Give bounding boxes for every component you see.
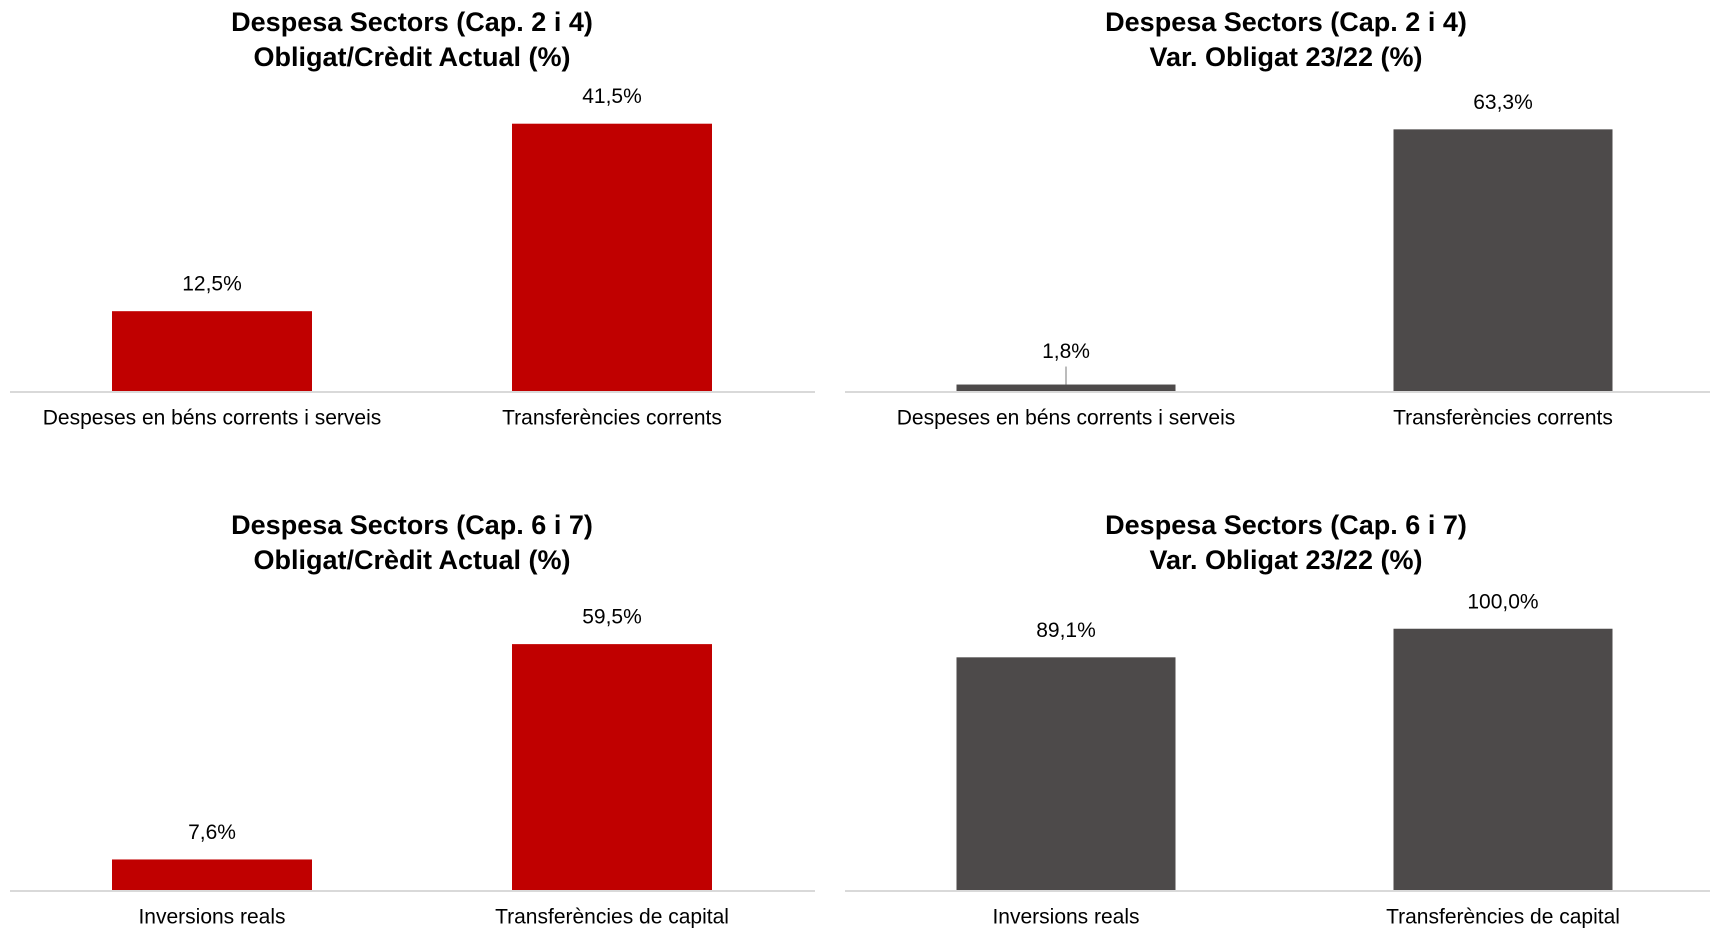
x-tick-label: Transferències corrents [1393, 407, 1613, 430]
bar [1393, 129, 1613, 392]
data-label: 7,6% [188, 821, 236, 844]
bar [512, 123, 712, 392]
x-tick-label: Despeses en béns corrents i serveis [897, 407, 1236, 430]
bar [956, 384, 1176, 392]
bar [1393, 628, 1613, 891]
data-label: 59,5% [582, 606, 642, 629]
x-tick-label: Inversions reals [992, 906, 1139, 929]
x-tick-label: Transferències de capital [1386, 906, 1620, 929]
data-label: 12,5% [182, 273, 242, 296]
data-label: 63,3% [1473, 91, 1533, 114]
chart-title: Despesa Sectors (Cap. 2 i 4) [1105, 7, 1467, 37]
bar [112, 311, 312, 392]
x-tick-label: Transferències corrents [502, 407, 722, 430]
data-label: 100,0% [1467, 590, 1538, 613]
bar [512, 644, 712, 891]
chart-title: Despesa Sectors (Cap. 2 i 4) [231, 7, 593, 37]
data-label: 1,8% [1042, 340, 1090, 363]
x-tick-label: Transferències de capital [495, 906, 729, 929]
chart-title: Var. Obligat 23/22 (%) [1149, 42, 1422, 72]
data-label: 41,5% [582, 85, 642, 108]
bar [956, 657, 1176, 891]
chart-title: Obligat/Crèdit Actual (%) [253, 42, 570, 72]
bar [112, 859, 312, 891]
chart-title: Obligat/Crèdit Actual (%) [253, 545, 570, 575]
data-label: 89,1% [1036, 619, 1096, 642]
chart-title: Despesa Sectors (Cap. 6 i 7) [1105, 510, 1467, 540]
chart-title: Var. Obligat 23/22 (%) [1149, 545, 1422, 575]
x-tick-label: Despeses en béns corrents i serveis [43, 407, 382, 430]
chart-title: Despesa Sectors (Cap. 6 i 7) [231, 510, 593, 540]
x-tick-label: Inversions reals [138, 906, 285, 929]
